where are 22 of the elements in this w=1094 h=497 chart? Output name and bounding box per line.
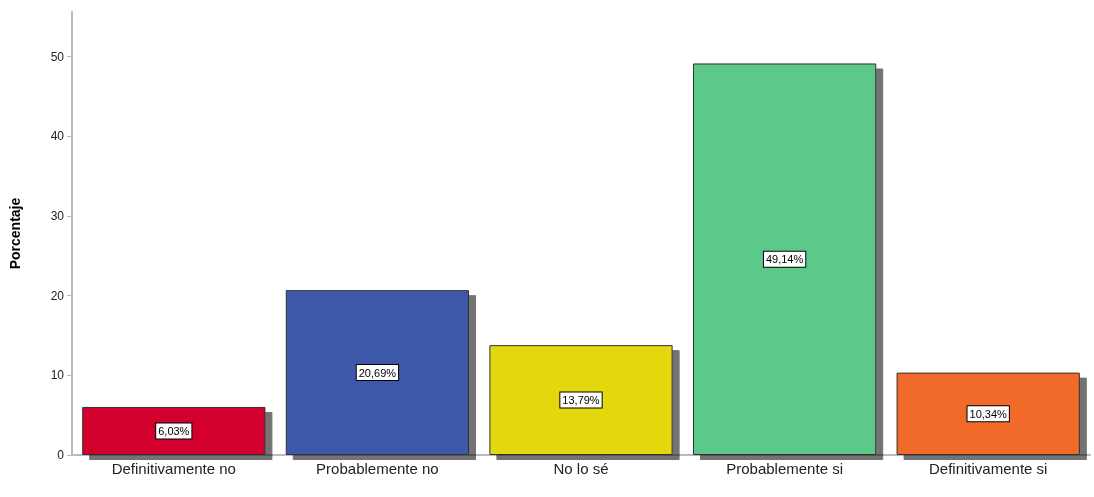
y-tick-label: 50 <box>50 49 65 64</box>
y-tick-label: 0 <box>57 448 65 462</box>
bar <box>896 372 1080 455</box>
data-label: 13,79% <box>562 394 600 407</box>
y-tick-label: 20 <box>50 288 65 303</box>
bar <box>82 406 266 455</box>
data-label: 49,14% <box>765 253 804 266</box>
data-label: 10,34% <box>969 407 1008 420</box>
y-tick-label: 10 <box>50 368 65 383</box>
x-tick-label: Probablemente no <box>316 460 439 477</box>
bar <box>489 345 673 455</box>
y-axis-title: Porcentaje <box>7 197 23 270</box>
x-tick-label: No lo sé <box>553 460 609 477</box>
bar <box>285 290 470 455</box>
x-tick-label: Definitivamente no <box>111 460 236 477</box>
x-tick-label: Definitivamente si <box>929 460 1048 477</box>
x-tick-label: Probablemente si <box>726 460 843 477</box>
y-tick-label: 40 <box>50 129 65 144</box>
data-label: 6,03% <box>158 424 190 437</box>
bar <box>692 63 877 455</box>
y-tick-label: 30 <box>50 208 65 223</box>
data-label: 20,69% <box>358 366 397 379</box>
